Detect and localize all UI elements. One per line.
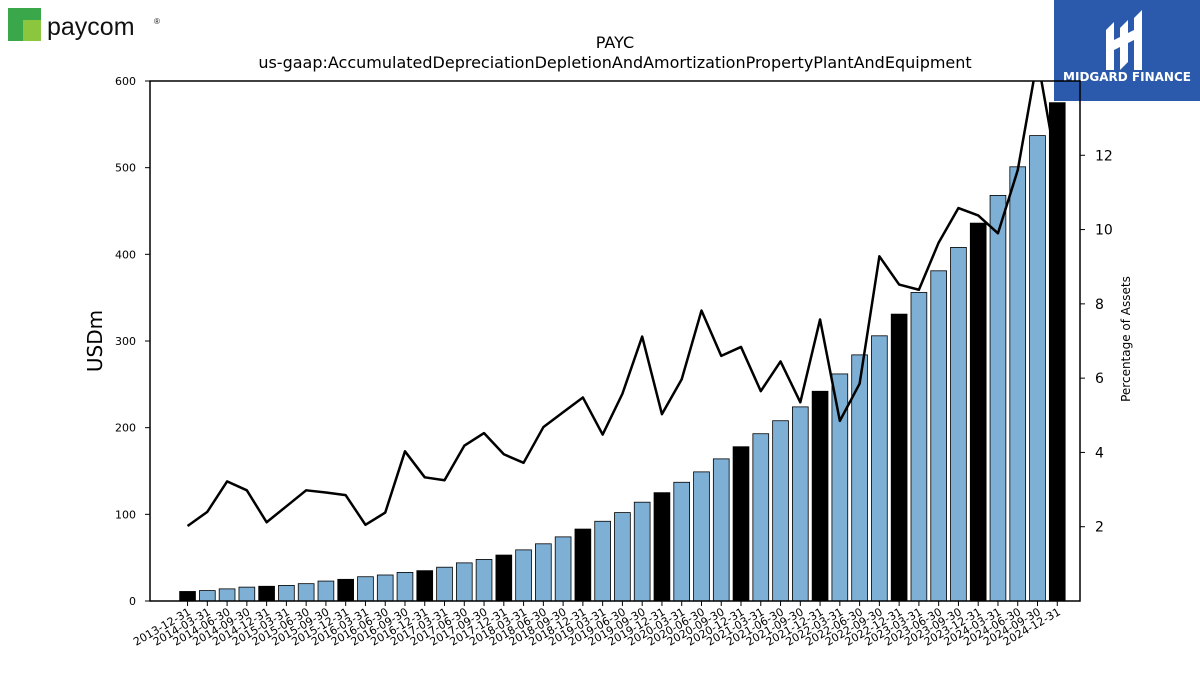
paycom-logo-registered-mark: ®	[154, 17, 160, 26]
bar-2024-06-30	[1009, 166, 1027, 602]
bar-2016-06-30	[376, 574, 394, 602]
bar-2022-12-31	[890, 313, 908, 602]
bar-2016-03-31	[357, 576, 374, 602]
bar-2021-12-31	[811, 390, 829, 602]
bar-2018-12-31	[574, 528, 592, 602]
y2-tick-label-10: 10	[1095, 223, 1113, 239]
y2-tick-label-2: 2	[1095, 520, 1104, 536]
bar-2018-09-30	[554, 536, 572, 602]
bar-2015-12-31	[337, 578, 354, 602]
bar-2024-03-31	[989, 194, 1007, 602]
bar-2023-03-31	[910, 292, 928, 602]
bar-2020-09-30	[712, 458, 730, 602]
bar-2024-09-30	[1029, 135, 1046, 602]
y2-tick-label-6: 6	[1095, 371, 1104, 387]
bar-2017-12-31	[495, 554, 513, 602]
bar-2024-12-31	[1048, 102, 1066, 602]
bar-2021-09-30	[792, 406, 809, 602]
bar-2023-12-31	[969, 222, 987, 602]
bar-2021-06-30	[772, 420, 789, 602]
bar-2023-06-30	[930, 270, 947, 602]
bar-2020-03-31	[673, 481, 691, 602]
chart-title: PAYC	[595, 33, 635, 52]
y2-axis-label: Percentage of Assets	[1119, 276, 1133, 402]
bar-2014-09-30	[238, 586, 256, 602]
bar-2014-03-31	[199, 590, 216, 602]
y-tick-label-200: 200	[115, 422, 136, 435]
y2-tick-label-4: 4	[1095, 445, 1104, 461]
bar-2014-06-30	[218, 588, 236, 602]
bar-2015-06-30	[297, 583, 315, 602]
chart-subtitle: us-gaap:AccumulatedDepreciationDepletion…	[258, 53, 972, 72]
percentage-of-assets-line	[186, 81, 1059, 527]
bar-2019-03-31	[594, 520, 611, 602]
paycom-logo-mark-center	[23, 20, 41, 41]
y-tick-label-500: 500	[115, 162, 136, 175]
bar-2019-09-30	[633, 501, 651, 602]
bar-2021-03-31	[752, 433, 770, 602]
bar-2018-06-30	[535, 543, 552, 602]
bar-2013-12-31	[179, 591, 196, 602]
bar-2017-06-30	[455, 562, 473, 602]
y-tick-label-100: 100	[115, 508, 136, 521]
midgard-finance-logo: MIDGARD FINANCE	[1054, 0, 1200, 101]
bar-2018-03-31	[515, 549, 532, 602]
bar-2023-09-30	[950, 246, 967, 602]
bar-2019-06-30	[614, 512, 631, 602]
paycom-logo: paycom ®	[8, 8, 160, 41]
y2-tick-label-8: 8	[1095, 297, 1104, 313]
y-tick-label-300: 300	[115, 335, 136, 348]
y-tick-label-600: 600	[115, 75, 136, 88]
y-tick-label-0: 0	[129, 595, 136, 608]
bar-2019-12-31	[653, 492, 671, 602]
bar-2015-03-31	[278, 585, 295, 602]
bar-2022-09-30	[871, 335, 888, 602]
bar-2016-09-30	[396, 572, 414, 602]
y2-tick-label-12: 12	[1095, 148, 1113, 164]
y-axis-label: USDm	[83, 310, 107, 372]
bar-2020-12-31	[732, 446, 750, 602]
bar-2017-09-30	[475, 559, 493, 602]
midgard-logo-text: MIDGARD FINANCE	[1063, 70, 1191, 84]
paycom-logo-text: paycom	[47, 13, 135, 41]
bar-2014-12-31	[258, 585, 275, 602]
y-tick-label-400: 400	[115, 248, 136, 261]
midgard-logo-mark	[1106, 10, 1142, 70]
bar-2016-12-31	[416, 570, 434, 602]
bar-2020-06-30	[693, 471, 710, 602]
bar-2017-03-31	[436, 566, 453, 602]
paycom-logo-mark-front	[8, 8, 41, 41]
bar-2015-09-30	[317, 580, 335, 602]
